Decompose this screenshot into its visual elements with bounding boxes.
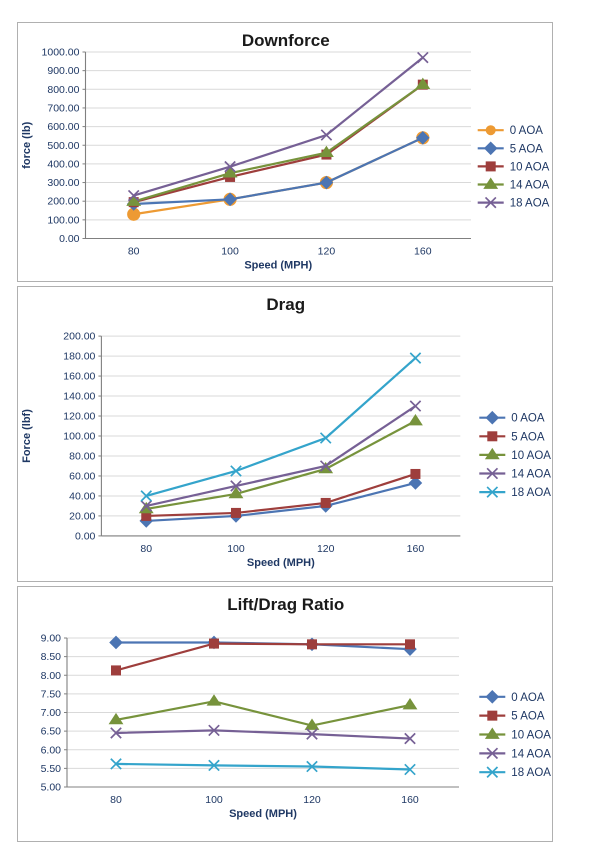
svg-text:600.00: 600.00 <box>47 121 79 133</box>
svg-text:60.00: 60.00 <box>69 470 95 482</box>
svg-text:7.00: 7.00 <box>41 707 62 719</box>
svg-text:7.50: 7.50 <box>41 688 62 700</box>
svg-text:100: 100 <box>205 794 223 806</box>
svg-text:80: 80 <box>110 794 122 806</box>
svg-text:Drag: Drag <box>266 295 305 314</box>
svg-text:700.00: 700.00 <box>47 102 79 114</box>
svg-text:140.00: 140.00 <box>63 391 95 403</box>
svg-text:18 AOA: 18 AOA <box>510 198 550 210</box>
svg-text:200.00: 200.00 <box>63 331 95 343</box>
svg-text:5 AOA: 5 AOA <box>511 431 545 443</box>
svg-text:5 AOA: 5 AOA <box>510 143 544 155</box>
svg-text:0 AOA: 0 AOA <box>510 125 544 137</box>
svg-text:80: 80 <box>140 543 152 555</box>
svg-text:8.00: 8.00 <box>41 670 62 682</box>
svg-text:Downforce: Downforce <box>242 31 330 50</box>
svg-text:Speed (MPH): Speed (MPH) <box>229 808 297 820</box>
svg-text:160.00: 160.00 <box>63 371 95 383</box>
svg-text:9.00: 9.00 <box>41 633 62 645</box>
svg-text:14 AOA: 14 AOA <box>510 180 550 192</box>
svg-text:0.00: 0.00 <box>75 530 96 542</box>
svg-text:5.00: 5.00 <box>41 782 62 794</box>
svg-text:14 AOA: 14 AOA <box>511 748 551 760</box>
svg-text:18 AOA: 18 AOA <box>511 767 551 779</box>
svg-text:160: 160 <box>414 246 432 258</box>
svg-text:120: 120 <box>303 794 321 806</box>
svg-text:300.00: 300.00 <box>47 177 79 189</box>
svg-text:200.00: 200.00 <box>47 196 79 208</box>
svg-text:10 AOA: 10 AOA <box>511 730 551 742</box>
svg-text:900.00: 900.00 <box>47 65 79 77</box>
svg-text:100: 100 <box>221 246 239 258</box>
svg-text:120: 120 <box>318 246 336 258</box>
svg-text:Speed (MPH): Speed (MPH) <box>247 557 315 569</box>
svg-text:80.00: 80.00 <box>69 450 95 462</box>
svg-text:500.00: 500.00 <box>47 140 79 152</box>
svg-text:10 AOA: 10 AOA <box>510 161 550 173</box>
svg-text:120: 120 <box>317 543 335 555</box>
svg-text:160: 160 <box>407 543 425 555</box>
svg-text:5.50: 5.50 <box>41 763 62 775</box>
svg-text:8.50: 8.50 <box>41 651 62 663</box>
svg-text:force (lb): force (lb) <box>21 121 33 168</box>
svg-text:5 AOA: 5 AOA <box>511 711 545 723</box>
svg-text:10 AOA: 10 AOA <box>511 450 551 462</box>
svg-text:100.00: 100.00 <box>47 214 79 226</box>
svg-text:Lift/Drag Ratio: Lift/Drag Ratio <box>227 595 344 614</box>
svg-text:180.00: 180.00 <box>63 351 95 363</box>
svg-text:400.00: 400.00 <box>47 158 79 170</box>
svg-text:0 AOA: 0 AOA <box>511 692 545 704</box>
svg-text:1000.00: 1000.00 <box>42 47 80 59</box>
svg-text:6.00: 6.00 <box>41 744 62 756</box>
svg-text:6.50: 6.50 <box>41 726 62 738</box>
svg-text:14 AOA: 14 AOA <box>511 469 551 481</box>
svg-text:0 AOA: 0 AOA <box>511 413 545 425</box>
svg-text:40.00: 40.00 <box>69 490 95 502</box>
svg-text:800.00: 800.00 <box>47 84 79 96</box>
svg-text:80: 80 <box>128 246 140 258</box>
svg-text:Force (lbf): Force (lbf) <box>21 409 33 463</box>
svg-text:160: 160 <box>401 794 419 806</box>
svg-text:Speed (MPH): Speed (MPH) <box>244 260 312 272</box>
svg-text:100: 100 <box>227 543 245 555</box>
svg-text:0.00: 0.00 <box>59 233 80 245</box>
svg-text:18 AOA: 18 AOA <box>511 487 551 499</box>
svg-text:100.00: 100.00 <box>63 431 95 443</box>
svg-text:20.00: 20.00 <box>69 510 95 522</box>
svg-text:120.00: 120.00 <box>63 411 95 423</box>
